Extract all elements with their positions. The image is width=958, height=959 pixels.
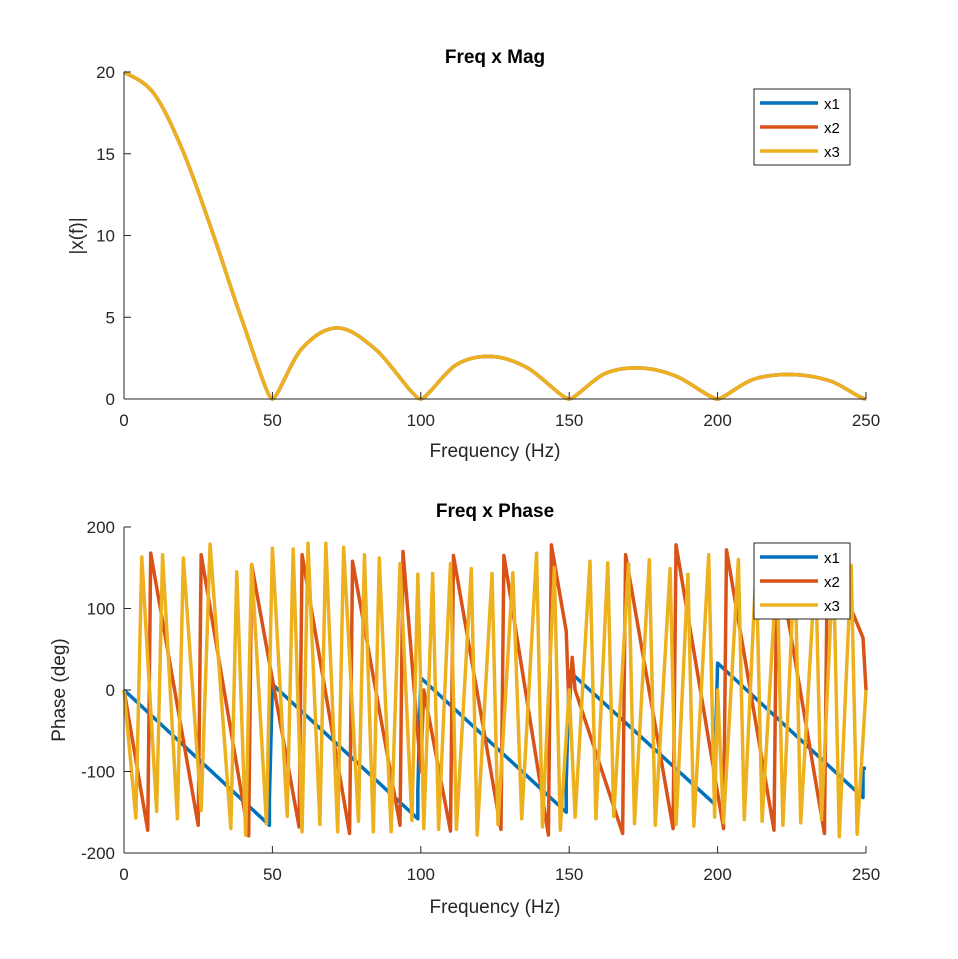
legend-label-x1: x1 <box>824 96 840 113</box>
magnitude-y-ticks: 0 5 10 15 20 <box>96 63 131 409</box>
y-tick-label: 100 <box>87 600 115 619</box>
x-tick-label: 100 <box>407 865 435 884</box>
x-tick-label: 0 <box>119 865 128 884</box>
y-tick-label: 0 <box>106 390 115 409</box>
magnitude-y-axis-label: |x(f)| <box>67 217 88 254</box>
y-tick-label: 20 <box>96 63 115 82</box>
x-tick-label: 150 <box>555 411 583 430</box>
y-tick-label: -200 <box>81 844 115 863</box>
x-tick-label: 50 <box>263 865 282 884</box>
phase-y-ticks: -200 -100 0 100 200 <box>81 518 131 863</box>
x-tick-label: 250 <box>852 865 880 884</box>
y-tick-label: -100 <box>81 763 115 782</box>
series-line-x3 <box>122 70 867 401</box>
magnitude-axes: Freq x Mag 0 50 100 150 200 250 0 <box>67 47 880 462</box>
legend-label-x3: x3 <box>824 144 840 161</box>
magnitude-x-axis-label: Frequency (Hz) <box>430 441 561 462</box>
legend-label-x2: x2 <box>824 120 840 137</box>
phase-x-ticks: 0 50 100 150 200 250 <box>119 846 880 884</box>
legend-label-x1: x1 <box>824 550 840 567</box>
y-tick-label: 15 <box>96 145 115 164</box>
legend-label-x2: x2 <box>824 574 840 591</box>
x-tick-label: 250 <box>852 411 880 430</box>
series-line-x1 <box>122 661 866 828</box>
y-tick-label: 10 <box>96 227 115 246</box>
phase-title: Freq x Phase <box>436 501 554 522</box>
x-tick-label: 100 <box>407 411 435 430</box>
phase-legend: x1 x2 x3 <box>753 542 851 620</box>
x-tick-label: 50 <box>263 411 282 430</box>
magnitude-plot-area <box>122 70 867 401</box>
y-tick-label: 200 <box>87 518 115 537</box>
x-tick-label: 200 <box>703 411 731 430</box>
x-tick-label: 150 <box>555 865 583 884</box>
y-tick-label: 5 <box>106 308 115 327</box>
magnitude-legend: x1 x2 x3 <box>753 88 851 166</box>
phase-plot-area <box>122 541 868 839</box>
y-tick-label: 0 <box>106 681 115 700</box>
x-tick-label: 0 <box>119 411 128 430</box>
series-line-x3 <box>122 541 868 839</box>
magnitude-x-ticks: 0 50 100 150 200 250 <box>119 392 880 430</box>
x-tick-label: 200 <box>703 865 731 884</box>
phase-axes: Freq x Phase 0 50 100 150 200 250 -20 <box>49 501 880 918</box>
phase-x-axis-label: Frequency (Hz) <box>430 897 561 918</box>
magnitude-title: Freq x Mag <box>445 47 545 68</box>
legend-label-x3: x3 <box>824 598 840 615</box>
phase-y-axis-label: Phase (deg) <box>49 638 70 742</box>
